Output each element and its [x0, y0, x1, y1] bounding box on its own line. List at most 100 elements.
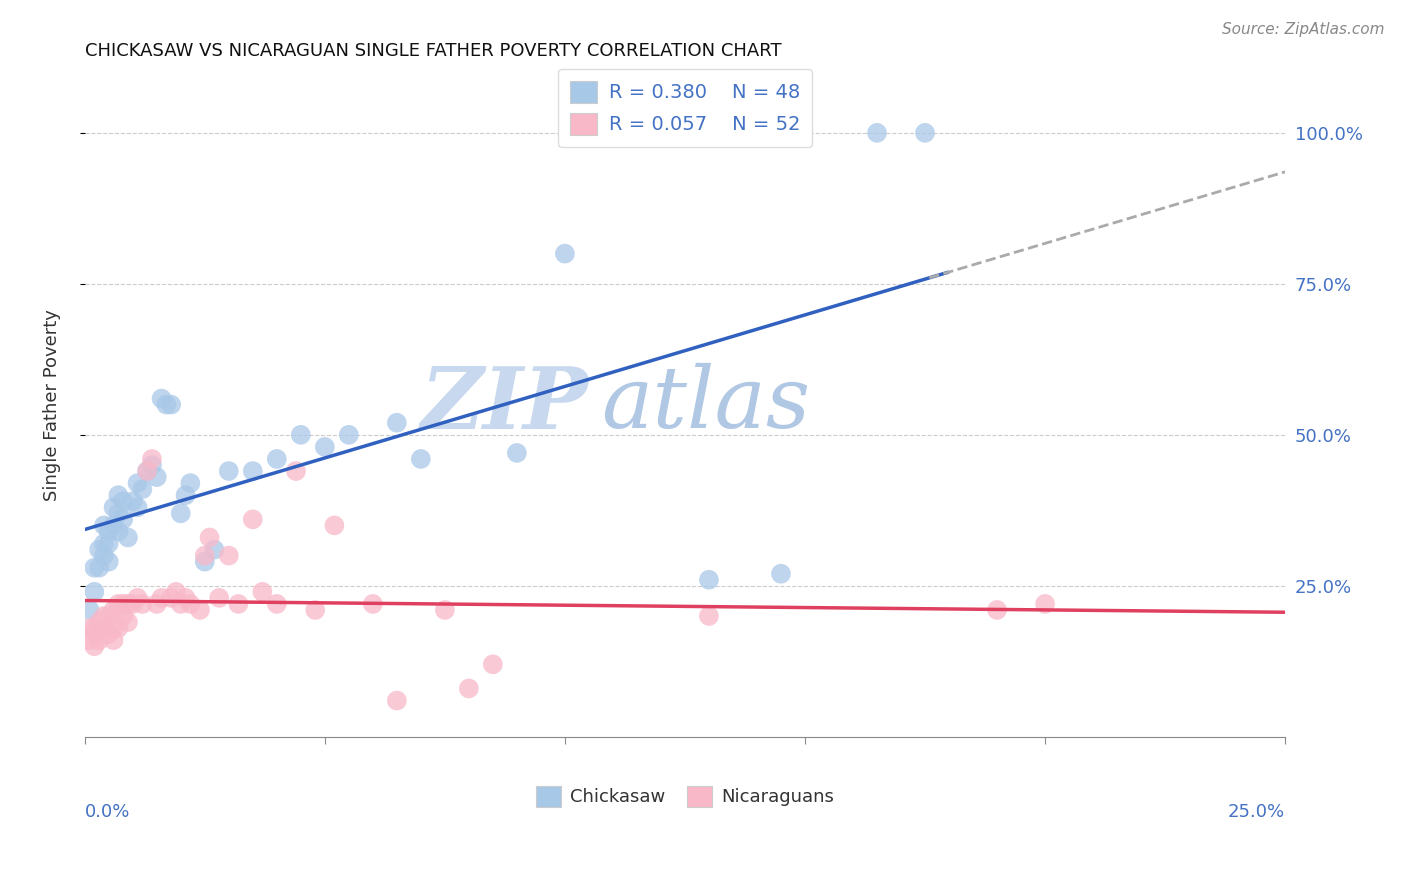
Point: [93, 536, 115, 550]
Point: [385, 693, 408, 707]
Point: [112, 597, 135, 611]
Text: atlas: atlas: [600, 363, 810, 446]
Point: [769, 566, 792, 581]
Point: [252, 585, 274, 599]
Point: [150, 392, 173, 406]
Point: [97, 536, 120, 550]
Point: [89, 615, 111, 629]
Point: [93, 621, 115, 635]
Point: [141, 458, 163, 472]
Point: [266, 597, 288, 611]
Point: [218, 549, 240, 563]
Point: [155, 398, 177, 412]
Point: [482, 657, 505, 672]
Legend: Chickasaw, Nicaraguans: Chickasaw, Nicaraguans: [529, 779, 841, 814]
Point: [107, 524, 129, 539]
Point: [228, 597, 250, 611]
Point: [314, 440, 336, 454]
Point: [242, 512, 264, 526]
Point: [457, 681, 479, 696]
Text: Source: ZipAtlas.com: Source: ZipAtlas.com: [1222, 22, 1385, 37]
Point: [218, 464, 240, 478]
Point: [127, 591, 149, 605]
Point: [506, 446, 529, 460]
Point: [554, 246, 576, 260]
Point: [93, 609, 115, 624]
Point: [89, 542, 111, 557]
Point: [323, 518, 346, 533]
Point: [131, 482, 153, 496]
Point: [136, 464, 159, 478]
Point: [117, 597, 139, 611]
Point: [121, 597, 143, 611]
Point: [179, 476, 201, 491]
Point: [914, 126, 936, 140]
Point: [117, 531, 139, 545]
Point: [97, 555, 120, 569]
Point: [97, 524, 120, 539]
Point: [131, 597, 153, 611]
Point: [121, 494, 143, 508]
Point: [89, 633, 111, 648]
Point: [986, 603, 1008, 617]
Point: [79, 633, 101, 648]
Point: [107, 597, 129, 611]
Point: [103, 633, 125, 648]
Point: [242, 464, 264, 478]
Point: [83, 627, 105, 641]
Point: [112, 512, 135, 526]
Point: [141, 452, 163, 467]
Y-axis label: Single Father Poverty: Single Father Poverty: [44, 309, 60, 500]
Point: [290, 427, 312, 442]
Point: [89, 560, 111, 574]
Point: [107, 488, 129, 502]
Point: [361, 597, 384, 611]
Point: [93, 549, 115, 563]
Point: [208, 591, 231, 605]
Point: [107, 621, 129, 635]
Point: [136, 464, 159, 478]
Point: [145, 470, 167, 484]
Point: [117, 615, 139, 629]
Point: [97, 627, 120, 641]
Point: [697, 573, 720, 587]
Text: 25.0%: 25.0%: [1227, 803, 1285, 822]
Point: [127, 500, 149, 515]
Text: 0.0%: 0.0%: [84, 803, 131, 822]
Point: [83, 621, 105, 635]
Point: [79, 621, 101, 635]
Point: [194, 549, 217, 563]
Point: [179, 597, 201, 611]
Point: [127, 476, 149, 491]
Point: [103, 518, 125, 533]
Point: [433, 603, 456, 617]
Point: [409, 452, 432, 467]
Point: [83, 639, 105, 653]
Point: [145, 597, 167, 611]
Point: [83, 585, 105, 599]
Point: [83, 560, 105, 574]
Point: [107, 506, 129, 520]
Point: [202, 542, 225, 557]
Point: [160, 398, 183, 412]
Point: [79, 603, 101, 617]
Point: [697, 609, 720, 624]
Point: [170, 506, 193, 520]
Point: [93, 518, 115, 533]
Point: [170, 597, 193, 611]
Text: CHICKASAW VS NICARAGUAN SINGLE FATHER POVERTY CORRELATION CHART: CHICKASAW VS NICARAGUAN SINGLE FATHER PO…: [84, 42, 782, 60]
Point: [103, 500, 125, 515]
Point: [112, 609, 135, 624]
Point: [103, 603, 125, 617]
Point: [188, 603, 211, 617]
Point: [97, 609, 120, 624]
Point: [160, 591, 183, 605]
Point: [174, 488, 197, 502]
Point: [285, 464, 308, 478]
Point: [103, 621, 125, 635]
Point: [174, 591, 197, 605]
Point: [266, 452, 288, 467]
Text: ZIP: ZIP: [420, 363, 589, 446]
Point: [112, 494, 135, 508]
Point: [194, 555, 217, 569]
